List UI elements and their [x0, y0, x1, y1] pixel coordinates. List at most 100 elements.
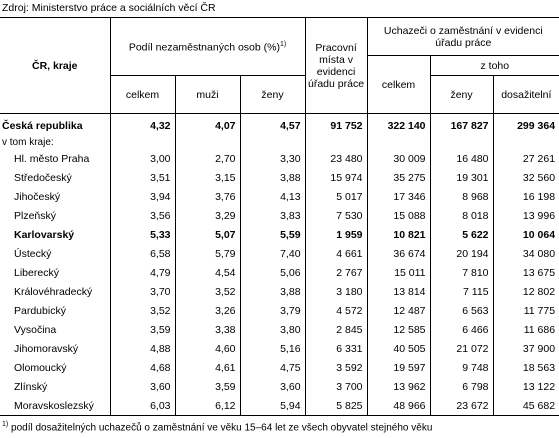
cell: 48 966 [366, 396, 431, 416]
table-row: Vysočina 3,59 3,38 3,80 2 845 12 585 6 466 11 6… [0, 320, 559, 339]
footnote-mark: 1) [279, 41, 287, 49]
cell [174, 136, 240, 149]
table-header: ČR, kraje Podíl nezaměstnaných osob (%)1… [0, 17, 559, 114]
cell: 12 585 [366, 320, 431, 339]
cell: 3,70 [109, 282, 175, 301]
cell: 4,54 [174, 263, 240, 282]
cell: 3,52 [109, 301, 175, 320]
cell: 10 064 [492, 225, 559, 244]
table-row: Středočeský 3,51 3,15 3,88 15 974 35 275 19 30… [0, 168, 559, 187]
cell: 3,83 [239, 206, 306, 225]
cell: 4,07 [174, 113, 240, 136]
cell: 11 686 [492, 320, 559, 339]
cell: 4,88 [109, 339, 175, 358]
cell: 18 563 [492, 358, 559, 377]
table-row: v tom kraje: [0, 136, 559, 149]
column-header: celkem [110, 75, 176, 114]
table-row: Moravskoslezský 6,03 6,12 5,94 5 825 48 966 23… [0, 396, 559, 416]
cell: 4,68 [109, 358, 175, 377]
cell: 3,59 [109, 320, 175, 339]
cell: 4 572 [304, 301, 368, 320]
cell: 11 775 [492, 301, 559, 320]
row-label: Vysočina [14, 323, 57, 336]
cell: 299 364 [492, 113, 559, 136]
cell: 30 009 [366, 149, 431, 168]
table-body: Česká republika 4,32 4,07 4,57 91 752 322 140… [0, 113, 559, 416]
cell: 13 962 [366, 377, 431, 396]
cell: 7 810 [429, 263, 494, 282]
table-row: Olomoucký 4,68 4,61 4,75 3 592 19 597 9 748 18 … [0, 358, 559, 377]
cell: 3 180 [304, 282, 368, 301]
cell: 8 968 [429, 187, 494, 206]
cell: 27 261 [492, 149, 559, 168]
row-label: Zlínský [14, 380, 48, 393]
cell: 4 661 [304, 244, 368, 263]
header-text: Uchazeči o zaměstnání v evidenci úřadu p… [383, 24, 543, 49]
cell: 36 674 [366, 244, 431, 263]
cell: 6 563 [429, 301, 494, 320]
cell: 23 672 [429, 396, 494, 416]
row-label: Moravskoslezský [0, 396, 110, 416]
cell: 6 331 [304, 339, 368, 358]
cell: 3,80 [239, 320, 306, 339]
cell: 12 802 [492, 282, 559, 301]
footnote-mark: 1) [2, 421, 9, 428]
cell: 17 346 [366, 187, 431, 206]
row-label: Liberecký [14, 266, 59, 279]
cell: 5 622 [429, 225, 494, 244]
cell: 4,75 [239, 358, 306, 377]
cell: 4,79 [109, 263, 175, 282]
cell: 16 480 [429, 149, 494, 168]
cell: 35 275 [366, 168, 431, 187]
cell: 4,57 [239, 113, 306, 136]
column-header: dosažitelní [492, 75, 559, 114]
cell: 5,94 [239, 396, 306, 416]
cell: 3,52 [174, 282, 240, 301]
cell: 5,16 [239, 339, 306, 358]
cell: 19 301 [429, 168, 494, 187]
cell: 9 748 [429, 358, 494, 377]
cell: 32 560 [492, 168, 559, 187]
cell: 7,40 [239, 244, 306, 263]
table: ČR, kraje Podíl nezaměstnaných osob (%)1… [0, 17, 559, 416]
cell: 8 018 [429, 206, 494, 225]
cell: 6 466 [429, 320, 494, 339]
header-text: Podíl nezaměstnaných osob (%) [128, 41, 280, 54]
cell: 322 140 [366, 113, 431, 136]
of-which-header: z toho [429, 55, 559, 76]
cell: 7 115 [429, 282, 494, 301]
row-label: Jihomoravský [14, 342, 79, 355]
cell: 3,79 [239, 301, 306, 320]
footnote: 1) podíl dosažitelných uchazečů o zaměst… [2, 421, 432, 433]
cell: 167 827 [429, 113, 494, 136]
cell: 5,06 [239, 263, 306, 282]
header-text: Pracovní místa v evidenci úřadu práce [308, 41, 365, 90]
footnote-text: podíl dosažitelných uchazečů o zaměstnán… [11, 422, 433, 434]
cell: 34 080 [492, 244, 559, 263]
cell [304, 136, 368, 149]
cell [109, 136, 175, 149]
cell: 6,58 [109, 244, 175, 263]
cell: 3 592 [304, 358, 368, 377]
cell: 3,88 [239, 168, 306, 187]
cell: 15 088 [366, 206, 431, 225]
cell: 23 480 [304, 149, 368, 168]
row-label: Karlovarský [14, 228, 75, 241]
table-row: Zlínský 3,60 3,59 3,60 3 700 13 962 6 798 13 12… [0, 377, 559, 396]
cell: 5,07 [174, 225, 240, 244]
vacancies-header: Pracovní místa v evidenci úřadu práce [304, 17, 368, 114]
cell: 3,30 [239, 149, 306, 168]
table-row: Pardubický 3,52 3,26 3,79 4 572 12 487 6 563 11… [0, 301, 559, 320]
table-row: Ústecký 6,58 5,79 7,40 4 661 36 674 20 194 34 0… [0, 244, 559, 263]
table-row: Jihočeský 3,94 3,76 4,13 5 017 17 346 8 968 16 … [0, 187, 559, 206]
cell: 4,32 [109, 113, 175, 136]
cell: 3 700 [304, 377, 368, 396]
cell: 13 675 [492, 263, 559, 282]
cell: 3,38 [174, 320, 240, 339]
share-header: Podíl nezaměstnaných osob (%)1) [109, 17, 306, 76]
row-label: Pardubický [14, 304, 66, 317]
cell: 45 682 [492, 396, 559, 416]
source: Zdroj: Ministerstvo práce a sociálních v… [2, 2, 216, 14]
row-label: Ústecký [14, 247, 52, 260]
